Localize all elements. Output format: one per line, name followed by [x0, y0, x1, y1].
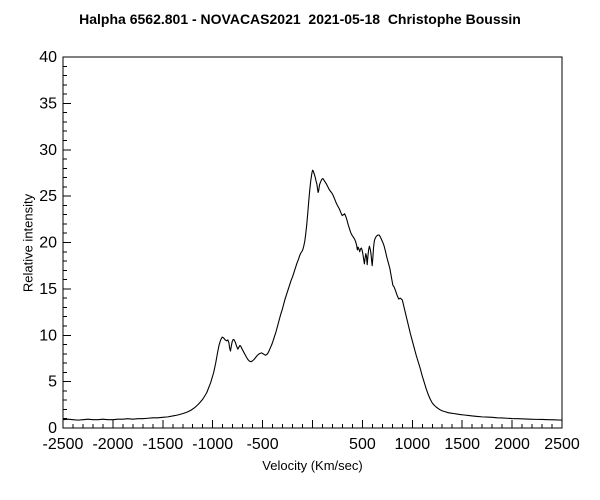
- y-tick-label: 35: [39, 95, 57, 112]
- spectrum-line: [62, 169, 563, 421]
- x-tick-label: 2000: [494, 436, 530, 453]
- y-tick-label: 10: [39, 327, 57, 344]
- x-tick-label: 2500: [544, 436, 580, 453]
- x-tick-label: -2500: [43, 436, 84, 453]
- y-tick-label: 25: [39, 188, 57, 205]
- x-tick-label: -1000: [192, 436, 233, 453]
- y-tick-label: 5: [48, 374, 57, 391]
- x-tick-label: -1500: [142, 436, 183, 453]
- x-axis-title: Velocity (Km/sec): [262, 458, 363, 473]
- y-tick-label: 0: [48, 420, 57, 437]
- plot-border: [62, 56, 563, 429]
- x-tick-label: -500: [247, 436, 279, 453]
- y-tick-label: 20: [39, 235, 57, 252]
- y-tick-label: 40: [39, 49, 57, 66]
- x-tick-label: -2000: [92, 436, 133, 453]
- y-axis-title: Relative intensity: [20, 193, 36, 293]
- y-tick-label: 30: [39, 142, 57, 159]
- x-tick-label: 1000: [395, 436, 431, 453]
- y-tick-label: 15: [39, 281, 57, 298]
- x-tick-label: 1500: [444, 436, 480, 453]
- x-tick-label: 500: [349, 436, 376, 453]
- chart-title: Halpha 6562.801 - NOVACAS2021 2021-05-18…: [79, 11, 521, 27]
